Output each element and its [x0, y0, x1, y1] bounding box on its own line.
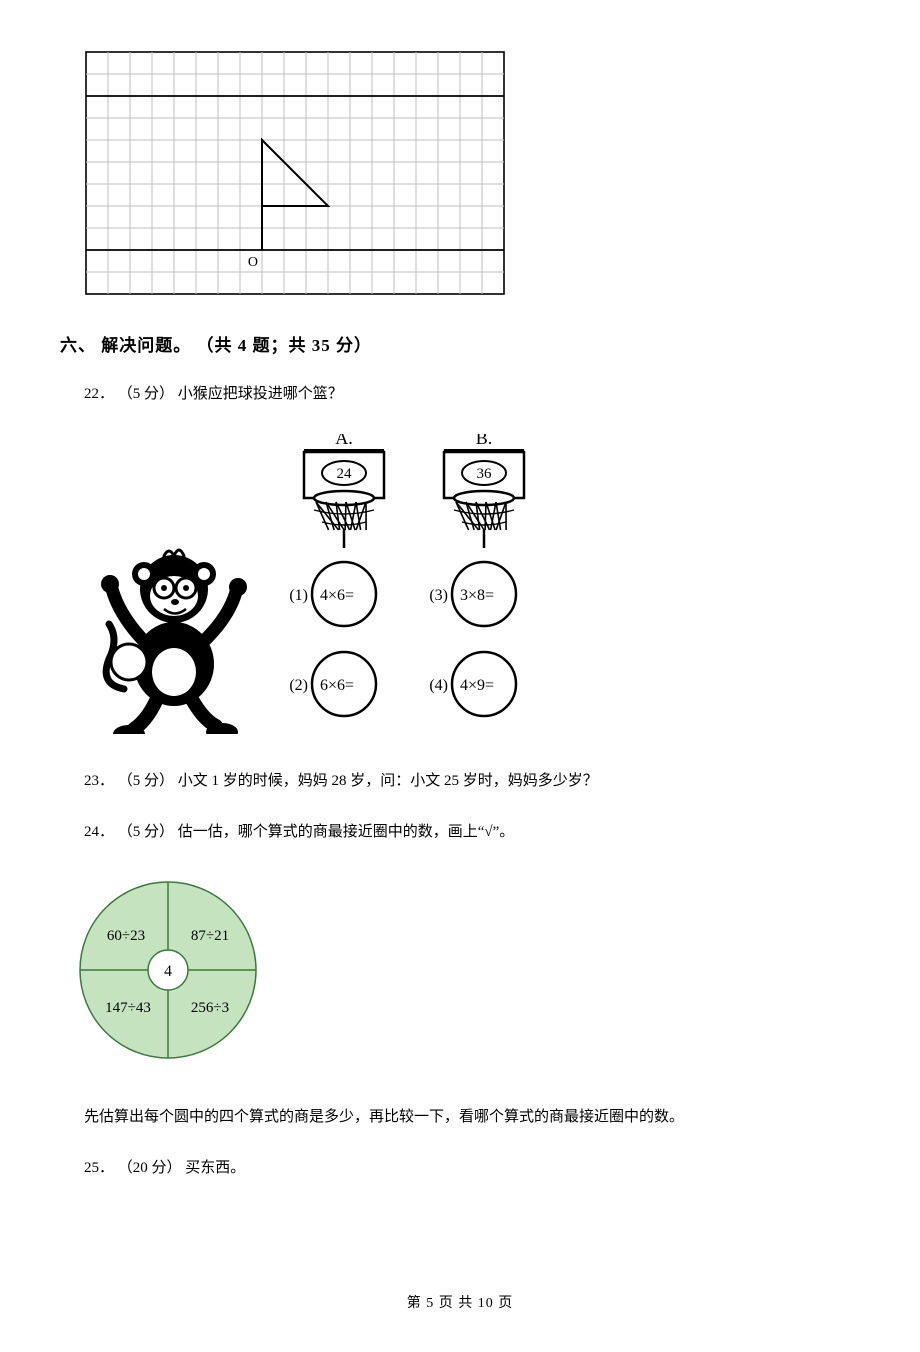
section-6-heading: 六、 解决问题。 （共 4 题；共 35 分）: [60, 331, 860, 356]
question-22-figure: A. 24 B. 36 (1) 4×6= (2) 6×6= (3) 3×8= (4) 4×9=: [84, 434, 860, 739]
svg-text:87÷21: 87÷21: [191, 928, 229, 944]
svg-text:B.: B.: [476, 434, 493, 448]
question-24-figure: 4 60÷23 87÷21 147÷43 256÷3: [60, 872, 860, 1077]
svg-text:60÷23: 60÷23: [107, 928, 145, 944]
svg-text:256÷3: 256÷3: [191, 1000, 229, 1016]
svg-text:A.: A.: [335, 434, 353, 448]
monkey-figure-svg: A. 24 B. 36 (1) 4×6= (2) 6×6= (3) 3×8= (4) 4×9=: [84, 434, 544, 734]
svg-text:4: 4: [164, 963, 172, 980]
question-24-note: 先估算出每个圆中的四个算式的商是多少，再比较一下，看哪个算式的商最接近圈中的数。: [84, 1105, 860, 1131]
grid-svg: O: [84, 50, 506, 296]
page-container: O 六、 解决问题。 （共 4 题；共 35 分） 22． （5 分） 小猴应把…: [0, 0, 920, 1352]
svg-text:(1): (1): [289, 587, 308, 604]
svg-text:36: 36: [477, 466, 493, 482]
svg-text:147÷43: 147÷43: [105, 1000, 151, 1016]
svg-text:4×6=: 4×6=: [320, 587, 354, 604]
svg-text:6×6=: 6×6=: [320, 677, 354, 694]
question-24-text: 24． （5 分） 估一估，哪个算式的商最接近圈中的数，画上“√”。: [84, 820, 860, 846]
svg-text:4×9=: 4×9=: [460, 677, 494, 694]
question-22-text: 22． （5 分） 小猴应把球投进哪个篮？: [84, 382, 860, 408]
question-23-text: 23． （5 分） 小文 1 岁的时候，妈妈 28 岁，问：小文 25 岁时，妈…: [84, 769, 860, 795]
svg-text:3×8=: 3×8=: [460, 587, 494, 604]
pie-chart-svg: 4 60÷23 87÷21 147÷43 256÷3: [60, 872, 290, 1072]
svg-text:(2): (2): [289, 677, 308, 694]
svg-text:24: 24: [337, 466, 353, 482]
svg-text:(4): (4): [429, 677, 448, 694]
svg-text:O: O: [248, 255, 258, 270]
svg-text:(3): (3): [429, 587, 448, 604]
grid-figure: O: [84, 50, 860, 301]
question-25-text: 25． （20 分） 买东西。: [84, 1156, 860, 1182]
